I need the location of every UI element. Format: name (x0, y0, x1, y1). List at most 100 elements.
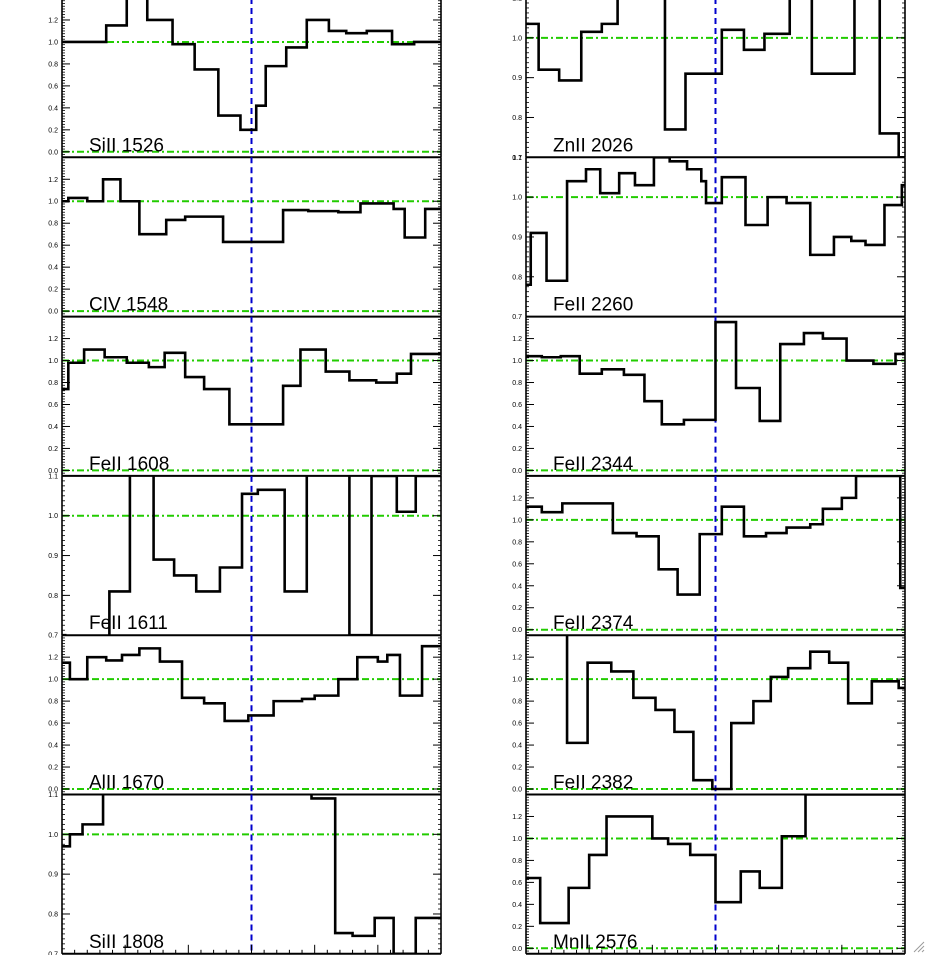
ion-label: SiII 1808 (89, 932, 164, 953)
y-tick-label: 0.4 (512, 583, 522, 590)
y-tick-label: 0.4 (512, 424, 522, 431)
y-tick-label: 0.6 (512, 402, 522, 409)
y-tick-label: 1.0 (48, 199, 58, 206)
y-tick-label: 0.2 (48, 287, 58, 294)
y-tick-label: 0.6 (512, 561, 522, 568)
y-tick-label: 1.2 (512, 655, 522, 662)
ion-label: MnII 2576 (553, 932, 638, 953)
x-axis-layer: -600-400-2000200400600 -600-400-200020040… (61, 944, 906, 954)
y-tick-label: 1.2 (512, 336, 522, 343)
y-tick-label: 1.1 (512, 0, 522, 3)
y-tick-label: 0.8 (48, 699, 58, 706)
panel-siii-1526: 0.0 0.2 0.4 0.6 0.8 1.0 1.2 SiII 1526 (48, 0, 442, 159)
y-tick-label: 0.0 (48, 149, 58, 156)
ion-label: FeII 1611 (89, 613, 168, 634)
y-tick-label: 1.0 (512, 358, 522, 365)
y-tick-label: 0.9 (512, 234, 522, 241)
flux-step-line (526, 0, 905, 158)
y-tick-label: 0.2 (512, 765, 522, 772)
flux-step-line (526, 320, 905, 426)
flux-step-line (526, 475, 905, 596)
panel-feii-2260: 0.7 0.8 0.9 1.0 1.1 FeII 2260 (512, 155, 906, 321)
panel-znii-2026: 0.7 0.8 0.9 1.0 1.1 ZnII 2026 (512, 0, 906, 162)
y-tick-label: 0.6 (48, 243, 58, 250)
ion-label: FeII 2382 (553, 773, 633, 794)
velocity-axis-right: -600-400-2000200400600 (525, 944, 906, 954)
resize-grip-icon[interactable] (911, 939, 925, 953)
y-tick-label: 0.0 (48, 787, 58, 794)
y-tick-label: 1.0 (512, 836, 522, 843)
y-tick-label: 0.0 (512, 627, 522, 634)
ion-label: CIV 1548 (89, 295, 168, 316)
y-tick-label: 0.8 (512, 115, 522, 122)
y-tick-label: 0.2 (512, 605, 522, 612)
ion-label: FeII 2260 (553, 295, 633, 316)
y-tick-label: 0.2 (48, 127, 58, 134)
y-tick-label: 0.7 (48, 633, 58, 640)
y-tick-label: 0.4 (512, 902, 522, 909)
y-tick-label: 0.9 (48, 872, 58, 879)
y-tick-label: 0.8 (48, 593, 58, 600)
y-tick-label: 0.0 (512, 468, 522, 475)
y-tick-label: 0.8 (512, 274, 522, 281)
y-tick-label: 1.1 (512, 155, 522, 162)
y-tick-label: 0.8 (512, 858, 522, 865)
flux-step-line (62, 0, 441, 132)
y-tick-label: 1.0 (512, 517, 522, 524)
y-tick-label: 0.8 (512, 699, 522, 706)
y-tick-label: 0.2 (512, 446, 522, 453)
flux-step-line (526, 157, 905, 287)
y-tick-label: 0.8 (48, 380, 58, 387)
y-tick-label: 0.7 (48, 951, 58, 955)
y-tick-label: 0.0 (512, 946, 522, 953)
y-tick-label: 1.2 (48, 177, 58, 184)
y-tick-label: 1.0 (48, 513, 58, 520)
y-tick-label: 0.8 (512, 539, 522, 546)
panel-feii-2344: 0.0 0.2 0.4 0.6 0.8 1.0 1.2 FeII 2344 (512, 316, 906, 477)
panel-feii-2374: 0.0 0.2 0.4 0.6 0.8 1.0 1.2 FeII 2374 (512, 475, 906, 637)
y-tick-label: 0.0 (48, 468, 58, 475)
ion-label: AlII 1670 (89, 773, 164, 794)
y-tick-label: 0.2 (48, 765, 58, 772)
panel-alii-1670: 0.0 0.2 0.4 0.6 0.8 1.0 1.2 AlII 1670 (48, 634, 442, 796)
y-tick-label: 1.2 (512, 495, 522, 502)
y-tick-label: 1.2 (512, 814, 522, 821)
y-tick-label: 0.2 (48, 446, 58, 453)
y-tick-label: 0.8 (512, 380, 522, 387)
y-tick-label: 1.0 (48, 358, 58, 365)
y-tick-label: 0.6 (48, 402, 58, 409)
ion-label: FeII 2374 (553, 613, 634, 634)
flux-step-line (62, 177, 441, 244)
y-tick-label: 0.4 (48, 265, 58, 272)
panel-feii-1608: 0.0 0.2 0.4 0.6 0.8 1.0 1.2 FeII 1608 (48, 316, 442, 477)
y-tick-label: 0.8 (48, 221, 58, 228)
y-tick-label: 0.4 (48, 424, 58, 431)
panels-layer: 0.0 0.2 0.4 0.6 0.8 1.0 1.2 SiII 1526 0.7 0.8 0.9 1… (48, 0, 906, 955)
panel-feii-2382: 0.0 0.2 0.4 0.6 0.8 1.0 1.2 FeII 2382 (512, 634, 906, 796)
y-tick-label: 0.6 (512, 721, 522, 728)
y-tick-label: 0.6 (48, 721, 58, 728)
ion-label: ZnII 2026 (553, 135, 633, 156)
y-tick-label: 0.6 (48, 83, 58, 90)
ion-label: FeII 1608 (89, 454, 169, 475)
flux-step-line (526, 794, 905, 925)
y-tick-label: 1.2 (48, 655, 58, 662)
y-tick-label: 1.0 (48, 39, 58, 46)
y-tick-label: 1.0 (512, 195, 522, 202)
panel-mnii-2576: 0.0 0.2 0.4 0.6 0.8 1.0 1.2 MnII 2576 (512, 794, 906, 955)
y-tick-label: 0.2 (512, 924, 522, 931)
y-tick-label: 0.7 (512, 155, 522, 162)
ion-label: SiII 1526 (89, 135, 164, 156)
y-tick-label: 1.0 (512, 677, 522, 684)
flux-step-line (62, 644, 441, 723)
y-tick-label: 0.0 (512, 787, 522, 794)
y-tick-label: 1.2 (48, 17, 58, 24)
y-tick-label: 0.8 (48, 911, 58, 918)
panel-civ-1548: 0.0 0.2 0.4 0.6 0.8 1.0 1.2 CIV 1548 (48, 156, 442, 318)
y-tick-label: 0.9 (512, 75, 522, 82)
y-tick-label: 1.1 (48, 792, 58, 799)
y-tick-label: 0.8 (48, 61, 58, 68)
y-tick-label: 0.9 (48, 553, 58, 560)
y-tick-label: 0.4 (48, 743, 58, 750)
